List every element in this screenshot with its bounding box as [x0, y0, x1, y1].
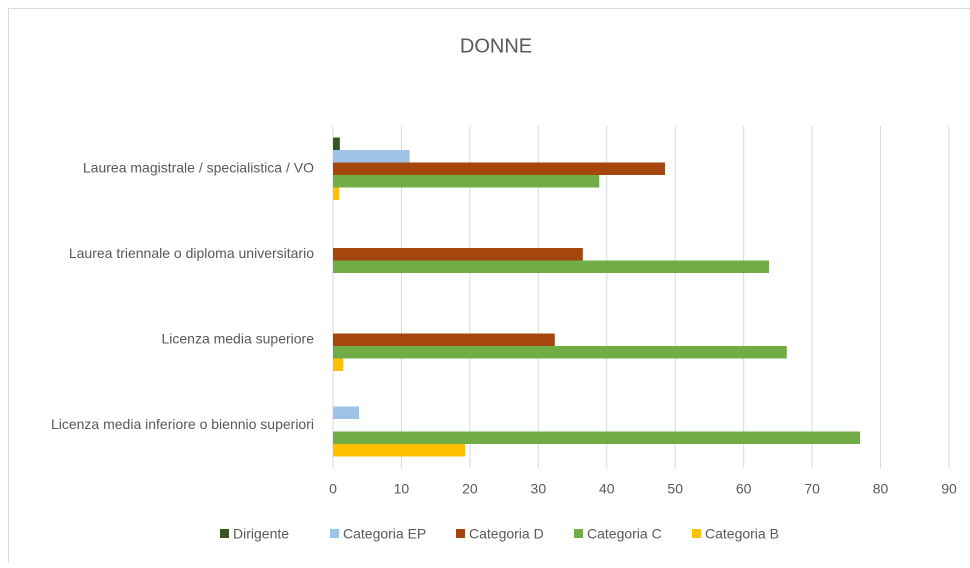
y-tick-label: Licenza media inferiore o biennio superi…	[51, 416, 314, 432]
legend-swatch	[220, 529, 229, 538]
legend-label: Dirigente	[233, 526, 289, 542]
bar	[333, 444, 465, 457]
chart-title: DONNE	[460, 35, 532, 57]
y-tick-label: Licenza media superiore	[161, 330, 314, 346]
x-tick-label: 90	[941, 481, 957, 497]
bar	[333, 188, 339, 201]
bar	[333, 432, 860, 445]
legend-label: Categoria D	[469, 526, 544, 542]
y-tick-label: Laurea triennale o diploma universitario	[69, 245, 314, 261]
legend-swatch	[692, 529, 701, 538]
x-tick-label: 0	[329, 481, 337, 497]
legend-swatch	[456, 529, 465, 538]
x-tick-label: 10	[394, 481, 410, 497]
legend-swatch	[574, 529, 583, 538]
x-tick-label: 80	[873, 481, 889, 497]
legend-swatch	[330, 529, 339, 538]
bar	[333, 150, 410, 163]
bar	[333, 359, 343, 372]
x-tick-label: 60	[736, 481, 752, 497]
bar	[333, 163, 665, 176]
legend-label: Categoria B	[705, 526, 779, 542]
bar	[333, 407, 359, 420]
x-tick-label: 50	[667, 481, 683, 497]
bar	[333, 334, 555, 347]
legend-label: Categoria EP	[343, 526, 426, 542]
legend-label: Categoria C	[587, 526, 662, 542]
bar	[333, 138, 340, 151]
bar	[333, 261, 769, 274]
x-tick-label: 40	[599, 481, 615, 497]
chart-border	[9, 9, 970, 564]
y-tick-label: Laurea magistrale / specialistica / VO	[83, 159, 314, 175]
bar	[333, 175, 599, 188]
x-tick-label: 20	[462, 481, 478, 497]
bar	[333, 248, 583, 261]
bar	[333, 346, 787, 359]
x-tick-label: 30	[531, 481, 547, 497]
x-tick-label: 70	[804, 481, 820, 497]
